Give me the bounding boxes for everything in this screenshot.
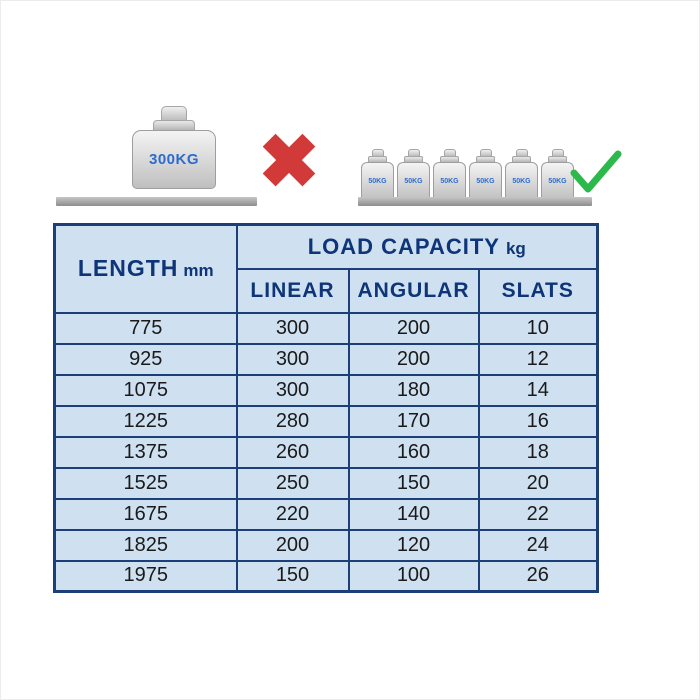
linear-cell: 300 <box>235 342 350 376</box>
sub-header-slats: SLATS <box>477 267 599 314</box>
table-row: 1075 300 180 14 <box>53 373 599 407</box>
small-weight-illustration: 50KG <box>433 149 466 201</box>
angular-cell: 150 <box>347 466 480 500</box>
shelf-right <box>358 197 592 206</box>
length-label: LENGTH <box>77 255 179 282</box>
length-cell: 1975 <box>53 559 238 593</box>
slats-cell: 20 <box>477 466 599 500</box>
small-weights: 50KG 50KG 50KG 50KG 50KG 50KG <box>361 149 574 201</box>
linear-cell: 250 <box>235 466 350 500</box>
table-row: 775 300 200 10 <box>53 311 599 345</box>
length-cell: 1525 <box>53 466 238 500</box>
angular-cell: 200 <box>347 311 480 345</box>
small-weight-illustration: 50KG <box>397 149 430 201</box>
slats-cell: 10 <box>477 311 599 345</box>
table-row: 1525 250 150 20 <box>53 466 599 500</box>
weight-body: 300KG <box>132 130 216 189</box>
table-row: 1675 220 140 22 <box>53 497 599 531</box>
length-cell: 1225 <box>53 404 238 438</box>
small-weight-label: 50KG <box>368 178 387 185</box>
small-weight-illustration: 50KG <box>361 149 394 201</box>
length-cell: 925 <box>53 342 238 376</box>
weight-body: 50KG <box>505 162 538 201</box>
angular-cell: 180 <box>347 373 480 407</box>
small-weight-label: 50KG <box>440 178 459 185</box>
linear-cell: 220 <box>235 497 350 531</box>
linear-cell: 150 <box>235 559 350 593</box>
slats-cell: 22 <box>477 497 599 531</box>
slats-cell: 16 <box>477 404 599 438</box>
length-cell: 775 <box>53 311 238 345</box>
small-weight-label: 50KG <box>512 178 531 185</box>
table-row: 1825 200 120 24 <box>53 528 599 562</box>
small-weight-illustration: 50KG <box>505 149 538 201</box>
small-weight-label: 50KG <box>476 178 495 185</box>
load-capacity-unit: kg <box>505 238 526 258</box>
large-weight-illustration: 300KG <box>132 106 216 189</box>
linear-cell: 280 <box>235 404 350 438</box>
angular-cell: 120 <box>347 528 480 562</box>
slats-cell: 12 <box>477 342 599 376</box>
length-cell: 1675 <box>53 497 238 531</box>
small-weight-illustration: 50KG <box>469 149 502 201</box>
slats-cell: 14 <box>477 373 599 407</box>
slats-cell: 24 <box>477 528 599 562</box>
table-row: 1375 260 160 18 <box>53 435 599 469</box>
table-body: 775 300 200 10 925 300 200 12 1075 300 180 14 1225 28… <box>53 311 599 593</box>
length-unit: mm <box>183 261 214 281</box>
load-capacity-header: LOAD CAPACITY kg <box>235 223 599 270</box>
load-capacity-table: LENGTH mm LOAD CAPACITY kg LINEAR ANGULAR … <box>53 223 600 593</box>
cross-icon: ✖ <box>258 120 321 203</box>
large-weight-label: 300KG <box>148 151 200 168</box>
length-cell: 1825 <box>53 528 238 562</box>
table-row: 1225 280 170 16 <box>53 404 599 438</box>
small-weight-illustration: 50KG <box>541 149 574 201</box>
shelf-left <box>56 197 257 206</box>
table-row: 1975 150 100 26 <box>53 559 599 593</box>
weight-knob <box>161 106 187 121</box>
sub-header-angular: ANGULAR <box>347 267 480 314</box>
slats-cell: 18 <box>477 435 599 469</box>
length-header: LENGTH mm <box>53 223 238 314</box>
small-weight-label: 50KG <box>548 178 567 185</box>
sub-header-linear: LINEAR <box>235 267 350 314</box>
linear-cell: 260 <box>235 435 350 469</box>
weight-body: 50KG <box>433 162 466 201</box>
weight-body: 50KG <box>397 162 430 201</box>
small-weight-label: 50KG <box>404 178 423 185</box>
weight-body: 50KG <box>469 162 502 201</box>
check-icon <box>569 149 623 200</box>
angular-cell: 140 <box>347 497 480 531</box>
angular-cell: 100 <box>347 559 480 593</box>
length-cell: 1375 <box>53 435 238 469</box>
weight-body: 50KG <box>541 162 574 201</box>
angular-cell: 160 <box>347 435 480 469</box>
weight-body: 50KG <box>361 162 394 201</box>
length-cell: 1075 <box>53 373 238 407</box>
load-capacity-label: LOAD CAPACITY <box>307 233 500 259</box>
linear-cell: 200 <box>235 528 350 562</box>
angular-cell: 200 <box>347 342 480 376</box>
angular-cell: 170 <box>347 404 480 438</box>
slats-cell: 26 <box>477 559 599 593</box>
table-row: 925 300 200 12 <box>53 342 599 376</box>
linear-cell: 300 <box>235 373 350 407</box>
linear-cell: 300 <box>235 311 350 345</box>
